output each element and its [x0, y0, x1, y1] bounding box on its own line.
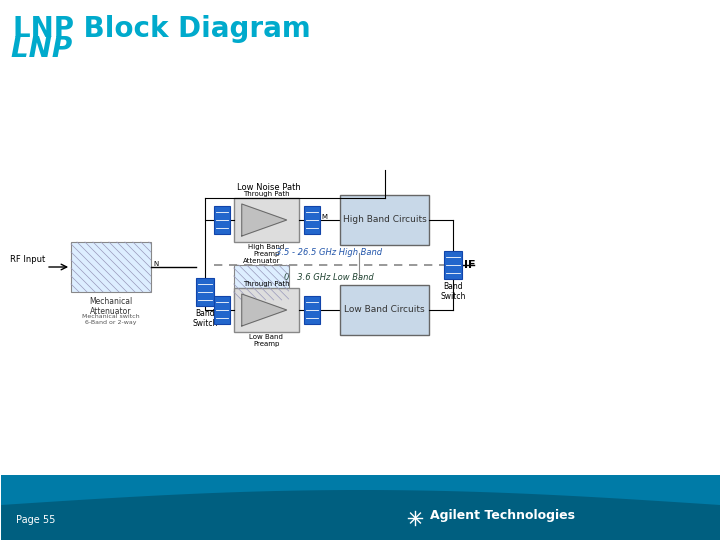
FancyBboxPatch shape: [71, 242, 151, 292]
Text: M: M: [322, 214, 328, 220]
Text: Attenuator: Attenuator: [243, 258, 280, 264]
FancyBboxPatch shape: [340, 285, 429, 335]
Text: 3.5 - 26.5 GHz High Band: 3.5 - 26.5 GHz High Band: [276, 248, 382, 257]
Text: LNP Block Diagram: LNP Block Diagram: [13, 15, 311, 43]
Text: Low Band Circuits: Low Band Circuits: [344, 306, 425, 314]
Text: RF Input: RF Input: [10, 255, 45, 264]
Text: Agilent Technologies: Agilent Technologies: [431, 509, 575, 522]
Polygon shape: [242, 204, 287, 236]
FancyBboxPatch shape: [234, 265, 289, 300]
Bar: [1, 475, 720, 540]
FancyBboxPatch shape: [234, 198, 299, 242]
Polygon shape: [242, 294, 287, 326]
Text: Band
Switch: Band Switch: [192, 309, 217, 328]
FancyBboxPatch shape: [214, 206, 230, 234]
FancyBboxPatch shape: [196, 278, 214, 306]
FancyBboxPatch shape: [304, 206, 320, 234]
Text: Low Noise Path: Low Noise Path: [238, 183, 301, 192]
Text: Through Path: Through Path: [243, 191, 289, 197]
PathPatch shape: [1, 490, 720, 540]
Text: 0   3.6 GHz Low Band: 0 3.6 GHz Low Band: [284, 273, 374, 282]
Text: Mechanical switch
6-Band or 2-way: Mechanical switch 6-Band or 2-way: [82, 314, 140, 325]
Text: High Band
Preamp: High Band Preamp: [248, 244, 284, 257]
FancyBboxPatch shape: [304, 296, 320, 324]
FancyBboxPatch shape: [214, 296, 230, 324]
Text: Through Path: Through Path: [243, 281, 289, 287]
Text: Page 55: Page 55: [16, 515, 55, 525]
Text: Low Band
Preamp: Low Band Preamp: [249, 334, 283, 347]
FancyBboxPatch shape: [444, 251, 462, 279]
Text: Band
Switch: Band Switch: [441, 282, 466, 301]
Text: IF: IF: [464, 260, 476, 270]
Text: High Band Circuits: High Band Circuits: [343, 215, 426, 225]
FancyBboxPatch shape: [234, 288, 299, 332]
Text: N: N: [153, 261, 158, 267]
Text: Mechanical
Attenuator: Mechanical Attenuator: [89, 297, 132, 316]
FancyBboxPatch shape: [340, 195, 429, 245]
Text: LNP: LNP: [11, 35, 81, 63]
